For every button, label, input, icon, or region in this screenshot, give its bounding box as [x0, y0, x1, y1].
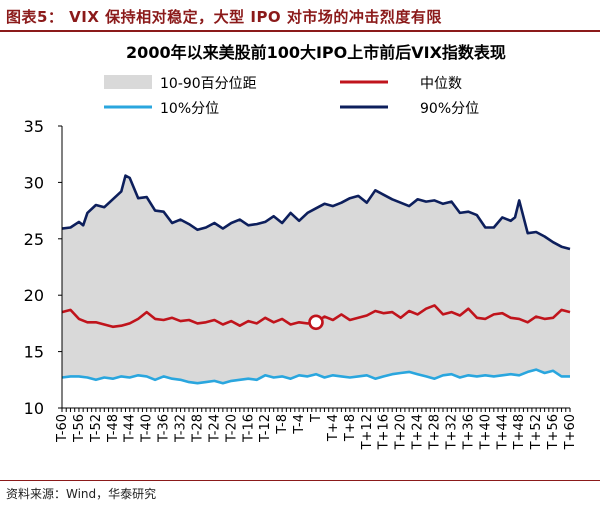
legend-swatch-band — [104, 75, 152, 89]
x-tick-label: T+52 — [529, 414, 544, 450]
x-tick-label: T-8 — [275, 414, 290, 435]
legend-label-p10: 10%分位 — [160, 101, 219, 117]
x-tick-label: T-24 — [207, 414, 222, 443]
x-tick-label: T+56 — [546, 414, 561, 450]
x-tick-label: T-20 — [224, 414, 239, 443]
y-tick-label: 10 — [24, 399, 44, 418]
highlight-marker-t — [308, 314, 324, 331]
x-tick-label: T+12 — [360, 414, 375, 450]
y-tick-label: 20 — [24, 286, 44, 305]
band-10-90 — [62, 175, 570, 384]
x-tick-label: T-44 — [123, 414, 138, 443]
x-tick-label: T-12 — [258, 414, 273, 443]
source-note: 资料来源：Wind，华泰研究 — [6, 487, 157, 501]
x-tick-label: T+40 — [478, 414, 493, 450]
plot-area: 10 15 20 25 30 35 T-60 T-56 T-52 T-48 T-44 T-40 T-36… — [24, 117, 578, 450]
vix-chart: 2000年以来美股前100大IPO上市前后VIX指数表现 10-90百分位距 中… — [24, 43, 578, 450]
x-tick-label: T+36 — [461, 414, 476, 450]
series-line-p10 — [61, 368, 570, 385]
figure-title: 图表5： VIX 保持相对稳定，大型 IPO 对市场的冲击烈度有限 — [6, 8, 442, 26]
y-tick-label: 35 — [24, 117, 44, 136]
x-tick-label: T+48 — [512, 414, 527, 450]
x-tick-label: T-48 — [106, 414, 121, 443]
legend-label-band: 10-90百分位距 — [160, 76, 257, 92]
x-tick-label: T-4 — [292, 414, 307, 435]
x-tick-label: T-16 — [241, 414, 256, 443]
x-tick-label: T-32 — [174, 414, 189, 443]
series-line-p90 — [61, 174, 571, 251]
title-rule — [0, 30, 600, 32]
y-tick-label: 15 — [24, 343, 44, 362]
x-tick-label: T-60 — [55, 414, 70, 443]
source-rule — [0, 480, 600, 481]
x-tick-label: T+60 — [563, 414, 578, 450]
legend-label-p90: 90%分位 — [420, 101, 479, 117]
x-tick-label: T+32 — [444, 414, 459, 450]
x-tick-label: T-28 — [190, 414, 205, 443]
x-tick-label: T+44 — [495, 414, 510, 450]
y-tick-label: 25 — [24, 230, 44, 249]
chart-title: 2000年以来美股前100大IPO上市前后VIX指数表现 — [126, 43, 506, 62]
x-tick-label: T — [309, 414, 324, 423]
x-tick-label: T+28 — [428, 414, 443, 450]
y-tick-label: 30 — [24, 173, 44, 192]
x-tick-label: T+8 — [343, 414, 358, 442]
x-tick-label: T-40 — [140, 414, 155, 443]
legend: 10-90百分位距 中位数 10%分位 90%分位 — [104, 75, 479, 117]
x-tick-label: T+24 — [411, 414, 426, 450]
x-tick-label: T-52 — [89, 414, 104, 443]
x-tick-label: T+16 — [377, 414, 392, 450]
legend-label-median: 中位数 — [420, 76, 462, 92]
x-tick-label: T+20 — [394, 414, 409, 450]
x-tick-label: T-36 — [157, 414, 172, 443]
x-tick-label: T-56 — [72, 414, 87, 443]
x-tick-label: T+4 — [326, 414, 341, 442]
